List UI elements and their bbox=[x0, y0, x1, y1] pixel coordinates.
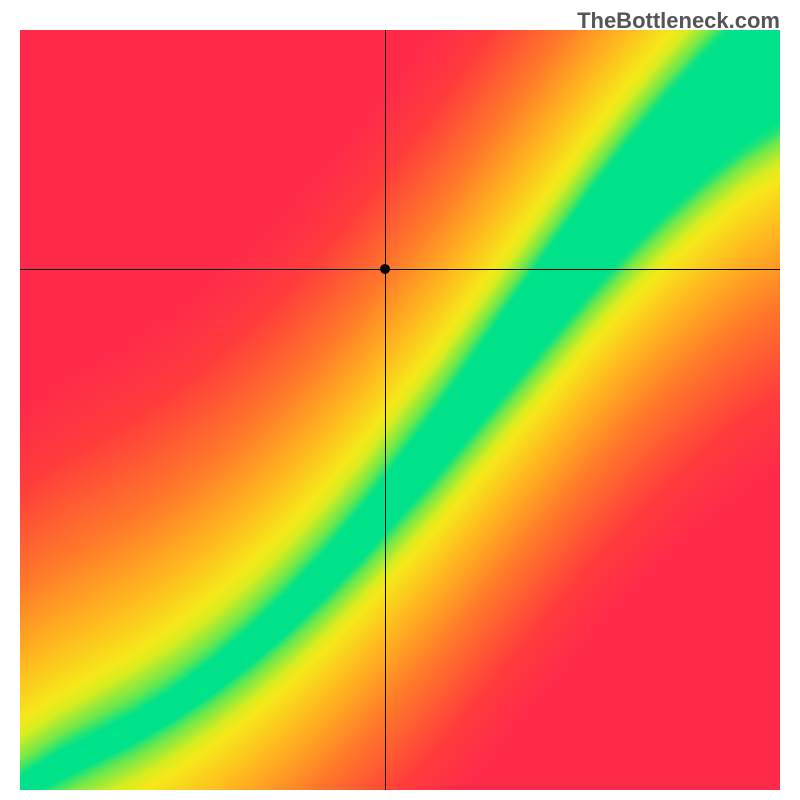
watermark-text: TheBottleneck.com bbox=[577, 8, 780, 34]
bottleneck-heatmap bbox=[20, 30, 780, 790]
crosshair-vertical bbox=[385, 30, 386, 790]
crosshair-marker-dot bbox=[380, 264, 390, 274]
crosshair-horizontal bbox=[20, 269, 780, 270]
heatmap-canvas bbox=[20, 30, 780, 790]
